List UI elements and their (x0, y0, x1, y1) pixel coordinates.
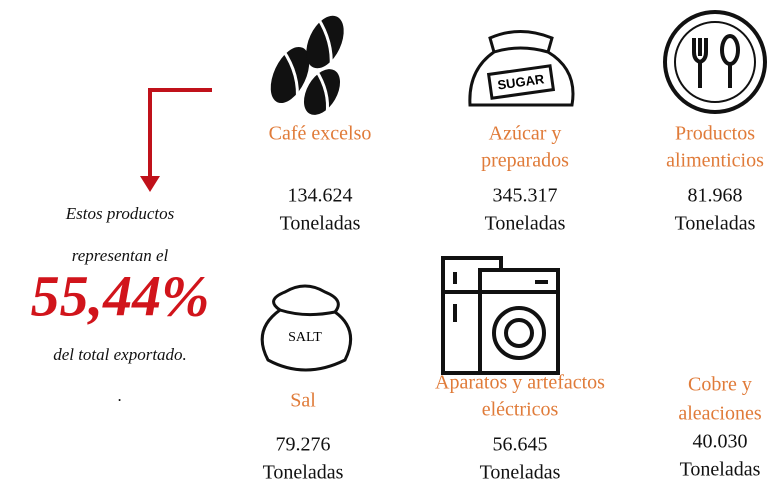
sugar-text: SUGAR (497, 71, 546, 92)
item-label: Azúcar y (489, 123, 562, 145)
cutlery-icon (663, 10, 767, 114)
item-label: Aparatos y artefactos (435, 372, 605, 394)
arrow (148, 88, 212, 178)
side-text: Estos productos (65, 204, 175, 223)
item-value: 56.645 (493, 434, 548, 456)
sugar-icon (468, 30, 575, 107)
item-label: Café excelso (269, 123, 372, 145)
item-unit: Toneladas (675, 213, 756, 235)
item-label: eléctricos (482, 399, 559, 421)
side-text: del total exportado. (53, 345, 187, 364)
salt-text: SALT (288, 330, 322, 345)
item-label: Productos (675, 123, 755, 145)
arrow-head (140, 176, 160, 192)
item-value: 40.030 (693, 431, 748, 453)
item-label: Sal (290, 390, 316, 412)
item-unit: Toneladas (485, 213, 566, 235)
percent: 55,44% (31, 263, 210, 328)
item-unit: Toneladas (263, 462, 344, 482)
item-unit: Toneladas (680, 459, 761, 481)
side-text: . (118, 386, 122, 405)
item-value: 345.317 (493, 185, 558, 207)
item-label: preparados (481, 150, 569, 172)
item-label: aleaciones (678, 403, 761, 425)
item-unit: Toneladas (280, 213, 361, 235)
salt-icon (260, 284, 353, 372)
item-unit: Toneladas (480, 462, 561, 482)
appliance-icon (441, 256, 560, 375)
coffee-icon (270, 15, 344, 115)
side-text: representan el (72, 246, 169, 265)
item-label: Cobre y (688, 374, 752, 396)
item-value: 81.968 (688, 185, 743, 207)
item-value: 134.624 (288, 185, 353, 207)
item-value: 79.276 (276, 434, 331, 456)
item-label: alimenticios (666, 150, 764, 172)
